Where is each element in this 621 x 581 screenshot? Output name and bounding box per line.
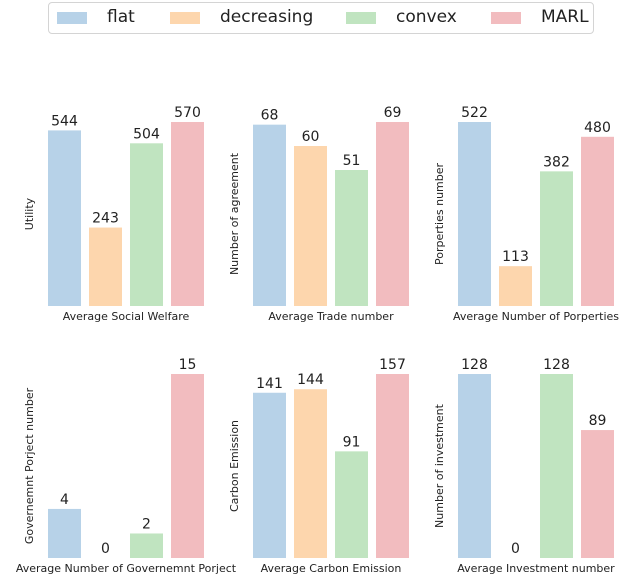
bar-convex [130, 143, 163, 306]
data-label: 15 [179, 357, 197, 373]
bar-flat [253, 124, 286, 307]
data-label: 69 [384, 105, 402, 121]
data-label: 113 [502, 249, 529, 265]
bar-flat [48, 130, 81, 306]
y-axis-label: Number of agreement [228, 152, 241, 275]
data-label: 0 [511, 541, 520, 557]
data-label: 544 [51, 113, 78, 129]
y-axis-label: Utility [23, 197, 36, 230]
data-label: 89 [589, 413, 607, 429]
bar-convex [130, 533, 163, 558]
x-axis-label: Average Carbon Emission [261, 562, 402, 575]
legend-label: decreasing [220, 7, 314, 27]
legend: flat decreasing convex MARL [48, 2, 594, 34]
x-axis-label: Average Trade number [268, 310, 394, 323]
bar-flat [48, 508, 81, 558]
data-label: 522 [461, 105, 488, 121]
bar-decreasing [499, 266, 532, 306]
data-label: 382 [543, 154, 570, 170]
legend-swatch [346, 12, 376, 24]
y-axis-label: Governemnt Porject number [23, 387, 36, 544]
data-label: 128 [543, 357, 570, 373]
bar-convex [540, 374, 573, 558]
legend-swatch [491, 12, 521, 24]
data-label: 51 [343, 153, 361, 169]
bar-convex [540, 171, 573, 306]
y-axis-label: Porperties number [433, 162, 446, 265]
data-label: 480 [584, 120, 611, 136]
data-label: 91 [343, 434, 361, 450]
bar-MARL [376, 122, 409, 306]
data-label: 68 [261, 108, 279, 124]
data-label: 504 [133, 126, 160, 142]
legend-label: convex [396, 7, 457, 27]
bar-MARL [581, 136, 614, 306]
bar-MARL [171, 374, 204, 558]
x-axis-label: Average Investment number [457, 562, 615, 575]
bar-decreasing [294, 146, 327, 306]
bar-flat [458, 374, 491, 558]
data-label: 4 [60, 492, 69, 508]
data-label: 144 [297, 372, 324, 388]
data-label: 141 [256, 376, 283, 392]
y-axis-label: Number of investment [433, 403, 446, 528]
bar-convex [335, 170, 368, 306]
legend-swatch [57, 12, 87, 24]
data-label: 2 [142, 516, 151, 532]
x-axis-label: Average Social Welfare [63, 310, 190, 323]
bar-decreasing [294, 389, 327, 558]
data-label: 0 [101, 541, 110, 557]
bar-flat [458, 122, 491, 306]
bar-convex [335, 451, 368, 558]
legend-label: flat [107, 7, 135, 27]
x-axis-label: Average Number of Porperties [453, 310, 619, 323]
bar-MARL [376, 374, 409, 558]
x-axis-label: Average Number of Governemnt Porject [16, 562, 237, 575]
bar-MARL [171, 122, 204, 306]
bar-flat [253, 392, 286, 558]
data-label: 243 [92, 211, 119, 227]
y-axis-label: Carbon Emission [228, 420, 241, 512]
data-label: 60 [302, 129, 320, 145]
bar-decreasing [89, 227, 122, 306]
legend-swatch [170, 12, 200, 24]
data-label: 570 [174, 105, 201, 121]
data-label: 128 [461, 357, 488, 373]
data-label: 157 [379, 357, 406, 373]
legend-label: MARL [541, 7, 589, 27]
bar-MARL [581, 430, 614, 558]
